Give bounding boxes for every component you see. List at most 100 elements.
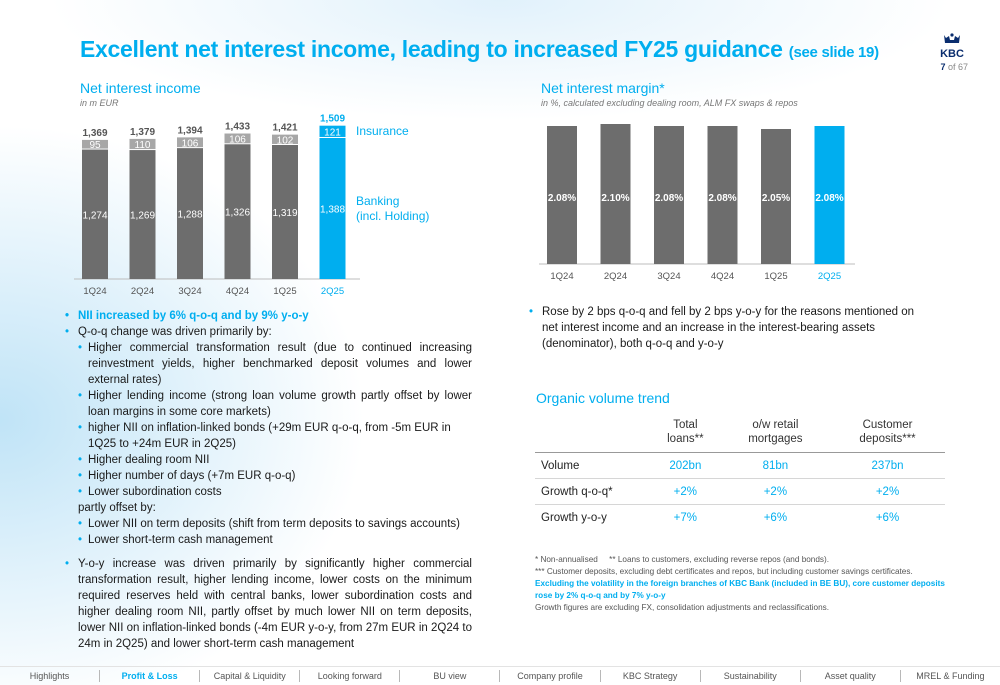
nav-item-looking-forward[interactable]: Looking forward xyxy=(317,671,382,681)
nav-item-profit-loss[interactable]: Profit & Loss xyxy=(121,671,178,681)
nav-item-capital-liquidity[interactable]: Capital & Liquidity xyxy=(213,671,286,681)
page-number: 7 of 67 xyxy=(940,62,968,72)
nav-separator xyxy=(799,670,801,682)
nav-item-mrel-funding[interactable]: MREL & Funding xyxy=(916,671,985,681)
nii-bar-banking xyxy=(272,144,298,279)
nim-bar xyxy=(547,126,577,264)
offset-label: partly offset by: xyxy=(78,502,156,514)
nav-separator xyxy=(99,670,101,682)
table-cell: 81bn xyxy=(720,452,831,479)
nii-label-total: 1,379 xyxy=(130,127,155,138)
nim-value-label: 2.08% xyxy=(815,193,843,204)
nim-value-label: 2.10% xyxy=(601,193,629,204)
column-header: Customer deposits*** xyxy=(830,418,945,453)
footnote: *** Customer deposits, excluding debt ce… xyxy=(535,567,913,576)
footnotes: * Non-annualised ** Loans to customers, … xyxy=(535,554,955,614)
nav-item-company-profile[interactable]: Company profile xyxy=(517,671,583,681)
nii-bar-banking xyxy=(224,144,251,279)
nim-tick-label: 1Q24 xyxy=(550,271,573,282)
nii-bar-insurance xyxy=(272,134,298,144)
table-cell: +7% xyxy=(650,504,721,531)
sub-bullet: Lower NII on term deposits (shift from t… xyxy=(62,516,472,532)
nav-separator xyxy=(599,670,601,682)
nim-tick-label: 3Q24 xyxy=(657,271,680,282)
sub-bullet: Higher commercial transformation result … xyxy=(62,340,472,388)
table-row: Volume 202bn 81bn 237bn xyxy=(535,452,945,479)
table-cell: +6% xyxy=(720,504,831,531)
nii-label-insurance: 102 xyxy=(277,135,294,146)
nav-item-kbc-strategy[interactable]: KBC Strategy xyxy=(622,671,678,681)
nim-tick-label: 2Q25 xyxy=(818,271,841,282)
nii-label-insurance: 121 xyxy=(324,127,341,138)
nav-separator xyxy=(699,670,701,682)
title-slide-reference: (see slide 19) xyxy=(788,44,879,61)
nii-bar-banking xyxy=(319,137,346,279)
nii-label-total: 1,509 xyxy=(320,114,345,125)
nii-title: Net interest income xyxy=(80,80,201,96)
nii-label-banking: 1,326 xyxy=(225,208,250,219)
nii-tick-label: 4Q24 xyxy=(226,286,249,297)
nav-item-sustainability[interactable]: Sustainability xyxy=(723,671,777,681)
column-header-empty xyxy=(535,418,650,453)
nim-title: Net interest margin* xyxy=(541,80,665,96)
nav-separator xyxy=(499,670,501,682)
bullet-qoq-drivers: Q-o-q change was driven primarily by: xyxy=(62,324,472,340)
nii-label-insurance: 106 xyxy=(182,138,199,149)
column-header: Total loans** xyxy=(650,418,721,453)
nim-value-label: 2.05% xyxy=(762,193,790,204)
page-title: Excellent net interest income, leading t… xyxy=(80,36,879,62)
nim-bar xyxy=(814,126,845,264)
nii-bar-insurance xyxy=(224,133,251,144)
nii-label-insurance: 110 xyxy=(135,140,151,151)
table-row: Growth y-o-y +7% +6% +6% xyxy=(535,504,945,531)
nav-separator xyxy=(899,670,901,682)
nii-tick-label: 2Q24 xyxy=(131,286,154,297)
table-cell: 202bn xyxy=(650,452,721,479)
legend-banking-holding: (incl. Holding) xyxy=(356,209,430,223)
nav-item-asset-quality[interactable]: Asset quality xyxy=(824,671,876,681)
nim-chart: 2.08% 1Q24 2.10% 2Q24 2.08% 3Q24 2.08% 4Q24 2.05… xyxy=(539,124,855,282)
nav-separator xyxy=(199,670,201,682)
kbc-logo: KBC xyxy=(940,33,964,60)
nii-bar-insurance xyxy=(177,137,203,148)
nii-label-banking: 1,274 xyxy=(82,210,107,221)
nii-bar-insurance xyxy=(82,139,108,149)
footnote: Growth figures are excluding FX, consoli… xyxy=(535,603,829,612)
nii-label-total: 1,369 xyxy=(82,128,107,139)
nim-subtitle: in %, calculated excluding dealing room,… xyxy=(541,98,798,108)
nii-label-total: 1,394 xyxy=(177,125,202,136)
bullet-yoy-drivers: Y-o-y increase was driven primarily by s… xyxy=(62,556,472,652)
sub-bullet: higher NII on inflation-linked bonds (+2… xyxy=(62,420,472,452)
section-navigation: Highlights Profit & Loss Capital & Liquidi… xyxy=(0,666,1000,685)
nav-separator xyxy=(299,670,301,682)
nim-bar xyxy=(600,124,631,264)
nii-label-total: 1,433 xyxy=(225,122,250,133)
legend-banking: Banking xyxy=(356,194,400,208)
nim-value-label: 2.08% xyxy=(548,193,576,204)
table-row: Growth q-o-q* +2% +2% +2% xyxy=(535,478,945,505)
sub-bullet: Higher lending income (strong loan volum… xyxy=(62,388,472,420)
nii-bar-banking xyxy=(129,150,156,279)
sub-bullet: Higher dealing room NII xyxy=(62,452,472,468)
nii-bar-insurance xyxy=(129,138,156,150)
nii-tick-label: 1Q25 xyxy=(273,286,296,297)
table-cell: +2% xyxy=(720,478,831,505)
nim-tick-label: 4Q24 xyxy=(711,271,734,282)
sub-bullet: Lower short-term cash management xyxy=(62,532,472,548)
nim-bar xyxy=(707,126,738,264)
nii-label-insurance: 106 xyxy=(229,134,246,145)
sub-bullet: Higher number of days (+7m EUR q-o-q) xyxy=(62,468,472,484)
nii-label-banking: 1,269 xyxy=(130,211,155,222)
nim-bar xyxy=(654,126,684,264)
nim-tick-label: 2Q24 xyxy=(604,271,627,282)
row-label: Growth y-o-y xyxy=(535,504,650,531)
nav-separator xyxy=(399,670,401,682)
nii-bar-banking xyxy=(177,148,203,279)
nav-item-bu-view[interactable]: BU view xyxy=(433,671,467,681)
column-header: o/w retail mortgages xyxy=(720,418,831,453)
nim-commentary: Rose by 2 bps q-o-q and fell by 2 bps y-… xyxy=(526,304,926,352)
nim-bar xyxy=(761,129,791,264)
nav-item-highlights[interactable]: Highlights xyxy=(29,671,70,681)
nii-bar-insurance xyxy=(319,125,346,137)
bullet-nim: Rose by 2 bps q-o-q and fell by 2 bps y-… xyxy=(526,304,926,352)
